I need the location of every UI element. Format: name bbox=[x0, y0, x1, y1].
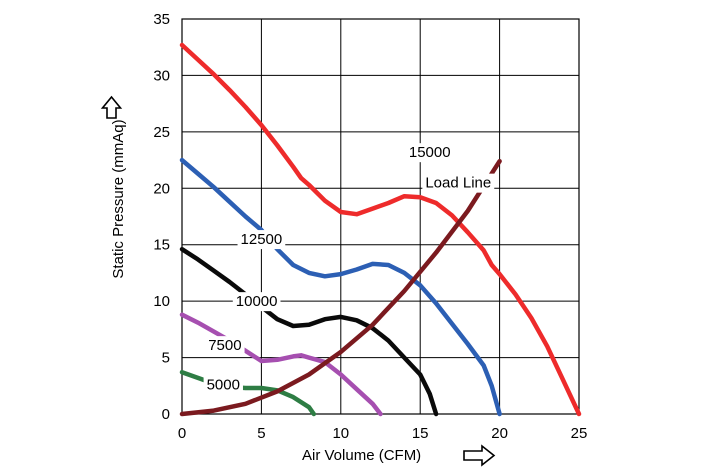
series-line-15000 bbox=[179, 42, 582, 417]
grid bbox=[181, 18, 580, 415]
y-tick-label: 15 bbox=[153, 237, 170, 254]
x-axis-arrow-icon bbox=[463, 444, 496, 467]
series-line-12500 bbox=[179, 157, 502, 417]
series-line-7500 bbox=[179, 312, 383, 417]
y-tick-label: 35 bbox=[153, 11, 170, 28]
x-tick-label: 10 bbox=[332, 425, 349, 442]
curves bbox=[179, 42, 582, 417]
x-tick-label: 25 bbox=[571, 425, 588, 442]
y-axis-title: Static Pressure (mmAq) bbox=[110, 119, 127, 278]
x-tick-label: 20 bbox=[491, 425, 508, 442]
y-tick-label: 0 bbox=[162, 406, 170, 423]
y-tick-label: 5 bbox=[162, 350, 170, 367]
series-label-text: Load Line bbox=[425, 175, 491, 192]
series-label-10000: 10000 bbox=[232, 292, 281, 312]
series-label-text: 10000 bbox=[236, 293, 278, 310]
series-line-load-line bbox=[179, 158, 502, 417]
curve-labels: 15000 12500 10000 7500 5000 Load Line bbox=[203, 143, 495, 395]
x-tick-label: 15 bbox=[412, 425, 429, 442]
series-label-12500: 12500 bbox=[237, 230, 286, 250]
series-label-7500: 7500 bbox=[205, 336, 245, 356]
y-tick-label: 25 bbox=[153, 124, 170, 141]
tick-labels: 0 5 10 15 20 25 0 5 10 15 20 25 30 35 bbox=[153, 11, 587, 442]
series-label-load-line: Load Line bbox=[422, 173, 495, 193]
series-label-15000: 15000 bbox=[405, 143, 454, 163]
x-axis-title: Air Volume (CFM) bbox=[302, 447, 421, 464]
y-tick-label: 10 bbox=[153, 293, 170, 310]
x-tick-label: 0 bbox=[178, 425, 186, 442]
series-label-text: 5000 bbox=[207, 377, 240, 394]
x-tick-label: 5 bbox=[257, 425, 265, 442]
y-tick-label: 20 bbox=[153, 180, 170, 197]
series-label-text: 7500 bbox=[208, 337, 241, 354]
series-line-5000 bbox=[179, 369, 317, 417]
y-tick-label: 30 bbox=[153, 67, 170, 84]
series-label-text: 15000 bbox=[409, 144, 451, 161]
series-label-text: 12500 bbox=[241, 231, 283, 248]
y-axis-arrow-icon bbox=[100, 95, 123, 119]
series-label-5000: 5000 bbox=[203, 375, 243, 395]
series-line-10000 bbox=[179, 246, 439, 417]
